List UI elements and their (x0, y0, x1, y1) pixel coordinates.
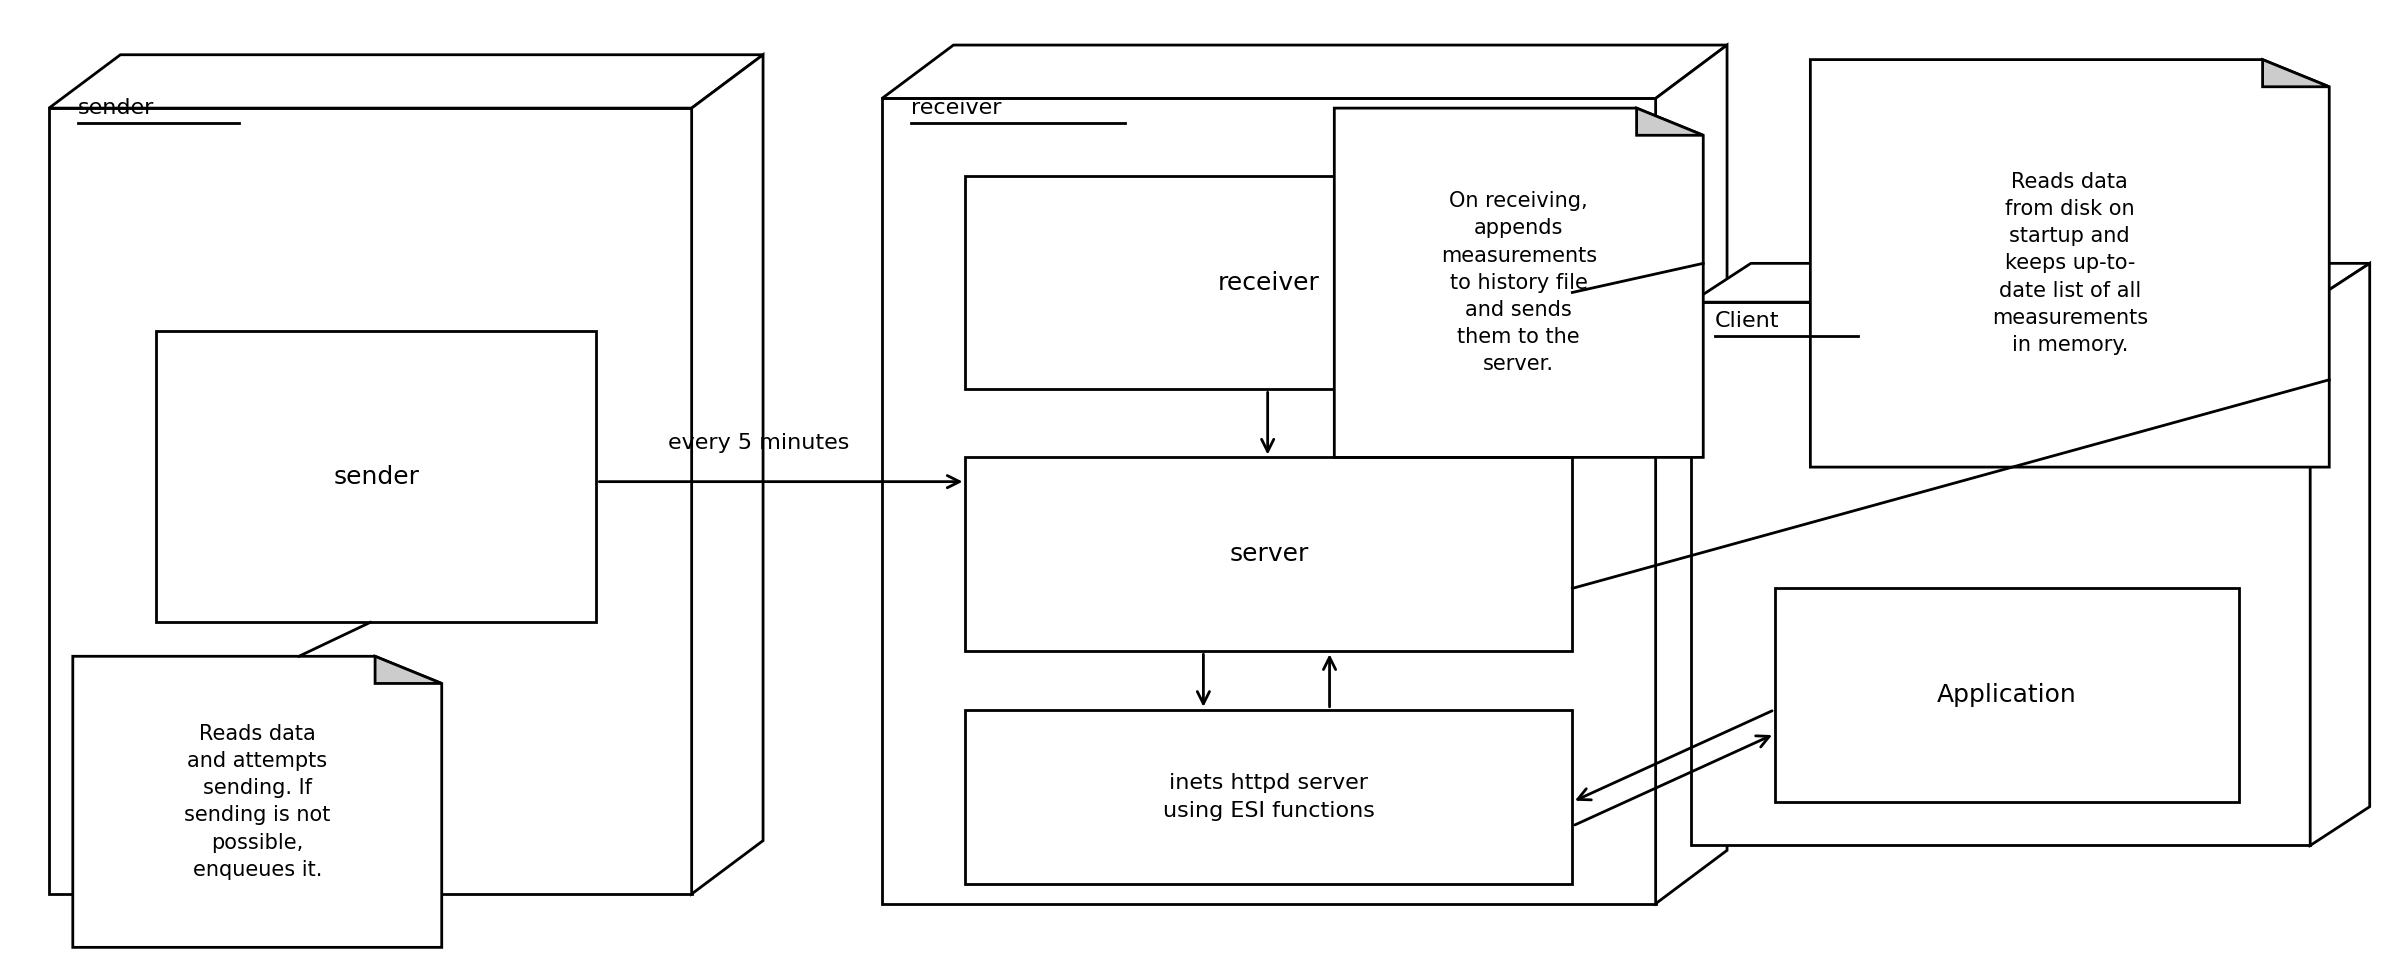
Text: On receiving,
appends
measurements
to history file
and sends
them to the
server.: On receiving, appends measurements to hi… (1442, 191, 1597, 375)
Text: server: server (1230, 542, 1308, 566)
Polygon shape (1692, 303, 2309, 846)
Polygon shape (1334, 108, 1704, 457)
Text: Reads data
and attempts
sending. If
sending is not
possible,
enqueues it.: Reads data and attempts sending. If send… (183, 724, 331, 880)
Text: Client: Client (1716, 311, 1780, 331)
FancyBboxPatch shape (965, 709, 1573, 884)
Polygon shape (374, 657, 441, 683)
Polygon shape (1656, 45, 1728, 904)
Polygon shape (691, 54, 763, 894)
Polygon shape (1692, 264, 2369, 303)
Text: inets httpd server
using ESI functions: inets httpd server using ESI functions (1163, 773, 1375, 821)
Polygon shape (74, 657, 441, 948)
Polygon shape (1811, 59, 2328, 467)
FancyBboxPatch shape (965, 457, 1573, 652)
FancyBboxPatch shape (1775, 589, 2238, 802)
FancyBboxPatch shape (157, 331, 596, 623)
FancyBboxPatch shape (965, 176, 1573, 389)
Polygon shape (1637, 108, 1704, 135)
Text: receiver: receiver (1218, 270, 1320, 295)
Text: sender: sender (79, 98, 155, 118)
Text: receiver: receiver (910, 98, 1001, 118)
Text: every 5 minutes: every 5 minutes (667, 433, 848, 452)
Polygon shape (50, 108, 691, 894)
Text: Application: Application (1937, 683, 2076, 707)
Polygon shape (2261, 59, 2328, 87)
Polygon shape (882, 45, 1728, 98)
Polygon shape (50, 54, 763, 108)
Polygon shape (882, 98, 1656, 904)
Text: Reads data
from disk on
startup and
keeps up-to-
date list of all
measurements
i: Reads data from disk on startup and keep… (1992, 172, 2147, 355)
Polygon shape (2309, 264, 2369, 846)
Text: sender: sender (334, 465, 419, 488)
